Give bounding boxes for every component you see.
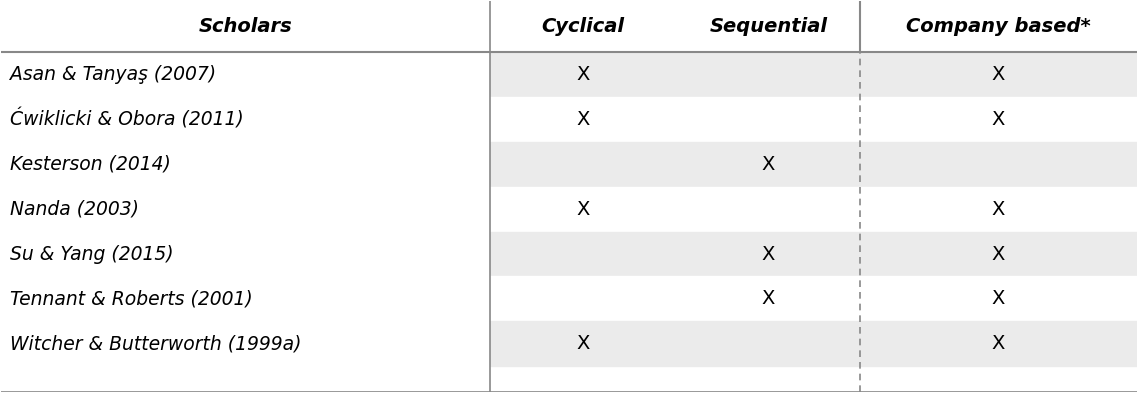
Bar <box>489 142 1137 187</box>
Bar <box>1 321 489 366</box>
Text: X: X <box>991 200 1005 219</box>
Bar <box>489 321 1137 366</box>
Bar <box>489 52 1137 97</box>
Text: Asan & Tanyaş (2007): Asan & Tanyaş (2007) <box>10 65 216 84</box>
Text: X: X <box>577 110 589 129</box>
Text: X: X <box>991 289 1005 309</box>
Text: X: X <box>991 65 1005 84</box>
Bar <box>1 277 489 321</box>
Bar <box>1 142 489 187</box>
Text: Nanda (2003): Nanda (2003) <box>10 200 140 219</box>
Bar <box>1 97 489 142</box>
Bar <box>1 2 1137 52</box>
Bar <box>1 187 489 231</box>
Bar <box>489 97 1137 142</box>
Text: Cyclical: Cyclical <box>542 17 625 36</box>
Bar <box>1 231 489 277</box>
Text: Scholars: Scholars <box>199 17 292 36</box>
Text: Su & Yang (2015): Su & Yang (2015) <box>10 244 174 264</box>
Text: X: X <box>991 244 1005 264</box>
Text: X: X <box>577 334 589 353</box>
Text: Ćwiklicki & Obora (2011): Ćwiklicki & Obora (2011) <box>10 109 245 130</box>
Bar <box>489 231 1137 277</box>
Text: Witcher & Butterworth (1999a): Witcher & Butterworth (1999a) <box>10 334 302 353</box>
Text: Sequential: Sequential <box>709 17 827 36</box>
Bar <box>1 52 489 97</box>
Bar <box>489 277 1137 321</box>
Text: Company based*: Company based* <box>906 17 1090 36</box>
Text: X: X <box>991 334 1005 353</box>
Text: X: X <box>761 289 775 309</box>
Text: X: X <box>761 155 775 174</box>
Bar <box>489 187 1137 231</box>
Text: Kesterson (2014): Kesterson (2014) <box>10 155 172 174</box>
Text: Tennant & Roberts (2001): Tennant & Roberts (2001) <box>10 289 254 309</box>
Text: X: X <box>991 110 1005 129</box>
Text: X: X <box>577 65 589 84</box>
Text: X: X <box>761 244 775 264</box>
Text: X: X <box>577 200 589 219</box>
